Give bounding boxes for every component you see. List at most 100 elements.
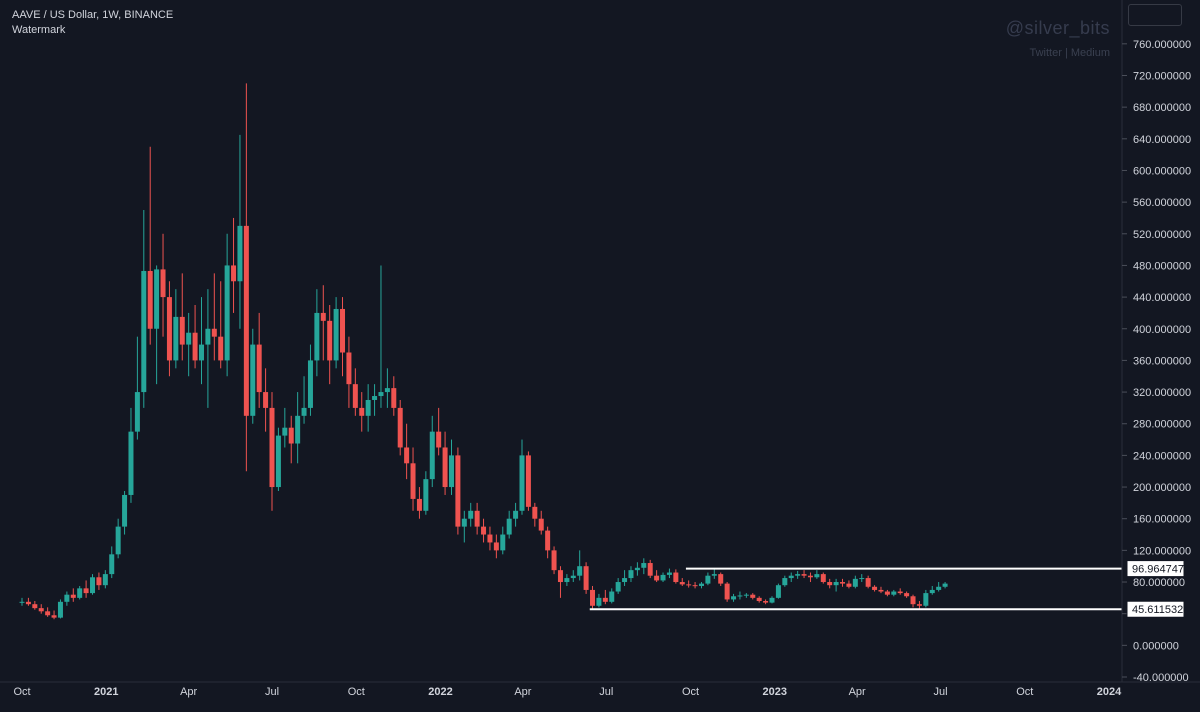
price-axis[interactable]: -40.0000000.00000040.00000080.000000120.…	[1122, 39, 1191, 684]
candle[interactable]	[609, 588, 615, 604]
candle[interactable]	[474, 502, 480, 535]
candle[interactable]	[833, 578, 839, 592]
candle[interactable]	[70, 588, 76, 602]
candle[interactable]	[384, 368, 390, 408]
candle[interactable]	[102, 570, 108, 589]
candle[interactable]	[211, 273, 217, 361]
candle[interactable]	[904, 591, 910, 598]
candle[interactable]	[756, 596, 762, 603]
candle[interactable]	[731, 593, 737, 602]
candle[interactable]	[737, 591, 743, 600]
candle[interactable]	[109, 546, 115, 579]
candle[interactable]	[57, 599, 63, 619]
candle[interactable]	[506, 510, 512, 539]
candle[interactable]	[513, 502, 519, 527]
candle[interactable]	[442, 431, 448, 495]
candle[interactable]	[686, 580, 692, 588]
candle[interactable]	[615, 578, 621, 594]
candle[interactable]	[820, 572, 826, 584]
candle[interactable]	[551, 546, 557, 575]
candle[interactable]	[269, 392, 275, 511]
candle[interactable]	[698, 582, 704, 589]
candle[interactable]	[596, 593, 602, 608]
candle[interactable]	[487, 526, 493, 551]
candle[interactable]	[455, 447, 461, 535]
candle[interactable]	[25, 597, 31, 606]
candle[interactable]	[410, 447, 416, 511]
candle[interactable]	[577, 550, 583, 581]
candle[interactable]	[795, 570, 801, 579]
candle[interactable]	[782, 575, 788, 587]
candle[interactable]	[545, 526, 551, 559]
candle[interactable]	[333, 297, 339, 369]
candle[interactable]	[179, 273, 185, 361]
candle[interactable]	[340, 297, 346, 377]
candle[interactable]	[705, 572, 711, 586]
candle[interactable]	[346, 336, 352, 408]
candle[interactable]	[173, 289, 179, 369]
candle[interactable]	[404, 423, 410, 480]
candle[interactable]	[538, 510, 544, 535]
candle[interactable]	[250, 328, 256, 424]
candle[interactable]	[256, 312, 262, 408]
candle[interactable]	[128, 407, 134, 503]
candle[interactable]	[884, 589, 890, 597]
candle[interactable]	[391, 376, 397, 416]
candle[interactable]	[666, 568, 672, 579]
candle[interactable]	[314, 289, 320, 377]
candle[interactable]	[122, 491, 128, 535]
candle[interactable]	[673, 569, 679, 584]
candle[interactable]	[814, 570, 820, 579]
candle[interactable]	[51, 610, 57, 620]
candle[interactable]	[198, 297, 204, 385]
candle[interactable]	[134, 336, 140, 440]
candle[interactable]	[872, 585, 878, 592]
candle[interactable]	[38, 604, 44, 614]
candle[interactable]	[923, 589, 929, 608]
candle[interactable]	[166, 281, 172, 377]
candle[interactable]	[64, 591, 70, 606]
candle[interactable]	[243, 83, 249, 472]
candle[interactable]	[827, 578, 833, 589]
candle[interactable]	[378, 265, 384, 408]
candle[interactable]	[570, 570, 576, 583]
candle[interactable]	[237, 134, 243, 329]
candle[interactable]	[282, 407, 288, 448]
candle[interactable]	[525, 451, 531, 511]
candle[interactable]	[891, 589, 897, 597]
candle[interactable]	[750, 593, 756, 600]
candle[interactable]	[859, 574, 865, 583]
candle[interactable]	[916, 601, 922, 609]
candle[interactable]	[910, 594, 916, 608]
candle[interactable]	[147, 146, 153, 345]
candle[interactable]	[583, 562, 589, 594]
candle[interactable]	[519, 439, 525, 515]
candle[interactable]	[840, 578, 846, 587]
candle[interactable]	[942, 582, 948, 589]
indicator-label[interactable]: Watermark	[12, 24, 66, 36]
candle[interactable]	[307, 344, 313, 416]
candle[interactable]	[154, 265, 160, 385]
candle[interactable]	[32, 601, 38, 610]
candle[interactable]	[897, 588, 903, 595]
candle[interactable]	[359, 392, 365, 432]
time-axis[interactable]: Oct 2021 Apr Jul Oct 2022 Apr Jul Oct 2023 Apr Jul O…	[13, 686, 1122, 698]
candle[interactable]	[205, 289, 211, 408]
candle[interactable]	[647, 559, 653, 579]
candle[interactable]	[481, 518, 487, 543]
candle[interactable]	[769, 596, 775, 604]
candle[interactable]	[288, 415, 294, 464]
candle[interactable]	[865, 575, 871, 589]
candle[interactable]	[19, 597, 25, 606]
candle[interactable]	[500, 526, 506, 555]
candle[interactable]	[320, 285, 326, 361]
candle[interactable]	[801, 570, 807, 579]
candle[interactable]	[654, 570, 660, 583]
candle[interactable]	[846, 580, 852, 589]
candle[interactable]	[878, 586, 884, 594]
candle[interactable]	[692, 582, 698, 589]
candle[interactable]	[429, 415, 435, 488]
candle[interactable]	[461, 510, 467, 543]
candle[interactable]	[90, 574, 96, 595]
